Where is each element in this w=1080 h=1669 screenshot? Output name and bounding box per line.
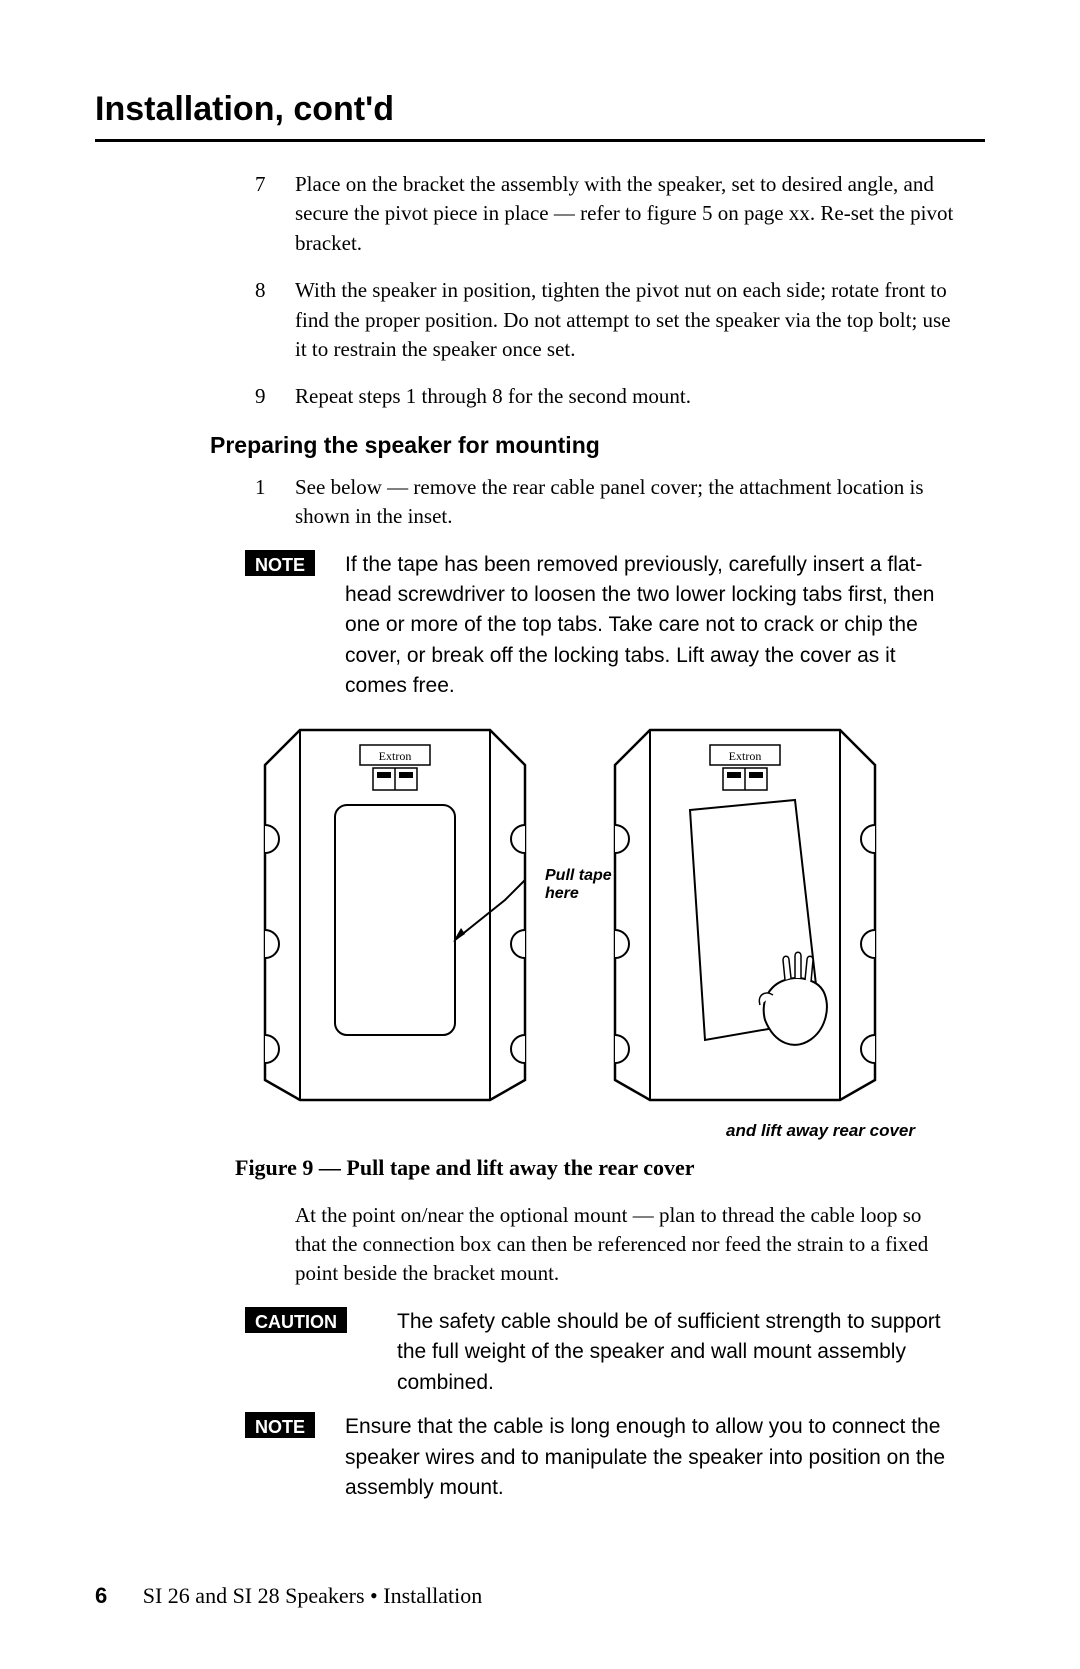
step-lower: At the point on/near the optional mount …: [245, 1201, 955, 1289]
page-footer: 6 SI 26 and SI 28 Speakers • Installatio…: [95, 1583, 482, 1609]
brand-label: Extron: [379, 749, 412, 763]
step-text: Place on the bracket the assembly with t…: [295, 170, 955, 258]
main-content: 7 Place on the bracket the assembly with…: [245, 170, 955, 1504]
caution-text: The safety cable should be of sufficient…: [397, 1307, 955, 1398]
step-7: 7 Place on the bracket the assembly with…: [245, 170, 955, 258]
figure-9: Extron Pull tape: [245, 720, 955, 1181]
brand-label: Extron: [729, 749, 762, 763]
step-9: 9 Repeat steps 1 through 8 for the secon…: [245, 382, 955, 411]
step-number: 1: [245, 473, 295, 532]
note-label: NOTE: [245, 550, 315, 576]
figure-title: Figure 9 — Pull tape and lift away the r…: [235, 1155, 955, 1181]
step-number: [245, 1201, 295, 1289]
step-text: See below — remove the rear cable panel …: [295, 473, 955, 532]
step-text: With the speaker in position, tighten th…: [295, 276, 955, 364]
caution-callout: CAUTION The safety cable should be of su…: [245, 1307, 955, 1398]
note-text: Ensure that the cable is long enough to …: [345, 1412, 955, 1503]
step-text: Repeat steps 1 through 8 for the second …: [295, 382, 955, 411]
note-callout-2: NOTE Ensure that the cable is long enoug…: [245, 1412, 955, 1503]
step-number: 8: [245, 276, 295, 364]
step-text: At the point on/near the optional mount …: [295, 1201, 955, 1289]
step-number: 7: [245, 170, 295, 258]
caution-label: CAUTION: [245, 1307, 347, 1333]
pull-tape-label: Pull tape here: [545, 867, 616, 902]
page-number: 6: [95, 1583, 107, 1608]
figure-sub-caption: and lift away rear cover: [245, 1121, 915, 1141]
subheading-preparing: Preparing the speaker for mounting: [210, 432, 955, 459]
figure-9-illustration: Extron Pull tape: [245, 720, 885, 1110]
step-number: 9: [245, 382, 295, 411]
step-1: 1 See below — remove the rear cable pane…: [245, 473, 955, 532]
footer-text: SI 26 and SI 28 Speakers • Installation: [143, 1583, 483, 1608]
note-callout-1: NOTE If the tape has been removed previo…: [245, 550, 955, 702]
title-rule: [95, 139, 985, 142]
page-title: Installation, cont'd: [95, 90, 985, 129]
note-label: NOTE: [245, 1412, 315, 1438]
note-text: If the tape has been removed previously,…: [345, 550, 955, 702]
step-8: 8 With the speaker in position, tighten …: [245, 276, 955, 364]
